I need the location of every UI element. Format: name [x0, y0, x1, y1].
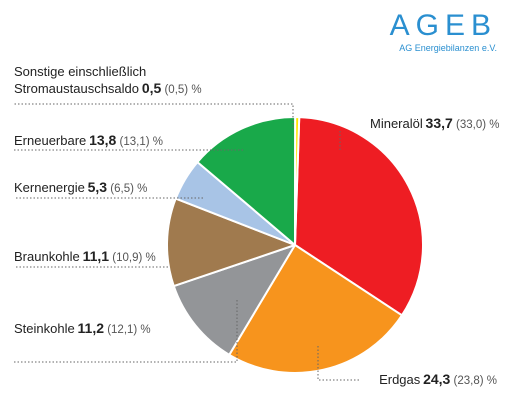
- slice-label-kernenergie: Kernenergie 5,3 (6,5) %: [14, 179, 147, 195]
- slice-value: 11,2: [75, 320, 104, 336]
- slice-name: Braunkohle: [14, 249, 80, 264]
- pie-slice-erdgas: [228, 244, 403, 374]
- slice-value: 5,3: [85, 179, 107, 195]
- slice-name: Sonstige einschließlich: [14, 64, 146, 79]
- slice-value: 33,7: [423, 115, 453, 131]
- slice-value: 0,5: [139, 80, 161, 96]
- slice-name: Mineralöl: [370, 116, 423, 131]
- slice-previous-value: (0,5) %: [161, 84, 201, 96]
- slice-label-steinkohle: Steinkohle 11,2 (12,1) %: [14, 320, 151, 336]
- brand-name: AGEB: [390, 9, 497, 42]
- slice-value: 24,3: [420, 371, 450, 387]
- slice-value: 13,8: [86, 132, 116, 148]
- slice-label-mineraloel: Mineralöl 33,7 (33,0) %: [370, 115, 499, 131]
- slice-label-sonstige-einschliesslich-stromaustauschsaldo: Sonstige einschließlich Stromaustauschsal…: [14, 64, 202, 96]
- slice-name: Kernenergie: [14, 180, 85, 195]
- slice-name: Steinkohle: [14, 321, 75, 336]
- slice-previous-value: (6,5) %: [107, 183, 147, 195]
- slice-previous-value: (10,9) %: [109, 252, 156, 264]
- pie-slice-sonstige-einschliesslich-stromaustauschsaldo: [294, 116, 301, 246]
- slice-previous-value: (23,8) %: [450, 375, 497, 387]
- pie-slice-steinkohle: [172, 244, 296, 356]
- slice-value: 11,1: [80, 248, 109, 264]
- pie-slice-braunkohle: [166, 197, 296, 288]
- slice-labels: Mineralöl 33,7 (33,0) % Erdgas 24,3 (23,8…: [14, 64, 499, 387]
- leader-line-steinkohle: [14, 300, 238, 363]
- slice-previous-value: (12,1) %: [104, 324, 151, 336]
- slice-label-erneuerbare: Erneuerbare 13,8 (13,1) %: [14, 132, 163, 148]
- leader-lines: [14, 103, 360, 381]
- slice-name: Stromaustauschsaldo: [14, 81, 139, 96]
- slice-name: Erdgas: [379, 372, 421, 387]
- brand-subtitle: AG Energiebilanzen e.V.: [399, 43, 497, 53]
- leader-line-sonstige-einschliesslich-stromaustauschsaldo: [14, 103, 294, 128]
- slice-label-erdgas: Erdgas 24,3 (23,8) %: [379, 371, 497, 387]
- pie-slice-erneuerbare: [196, 115, 297, 246]
- slice-previous-value: (13,1) %: [116, 136, 163, 148]
- ageb-logo: AGEB AG Energiebilanzen e.V.: [390, 9, 497, 53]
- slice-name: Erneuerbare: [14, 133, 86, 148]
- leader-line-erdgas: [317, 346, 360, 381]
- slice-previous-value: (33,0) %: [453, 119, 500, 131]
- slice-label-braunkohle: Braunkohle 11,1 (10,9) %: [14, 248, 156, 264]
- pie-slices: [166, 115, 424, 374]
